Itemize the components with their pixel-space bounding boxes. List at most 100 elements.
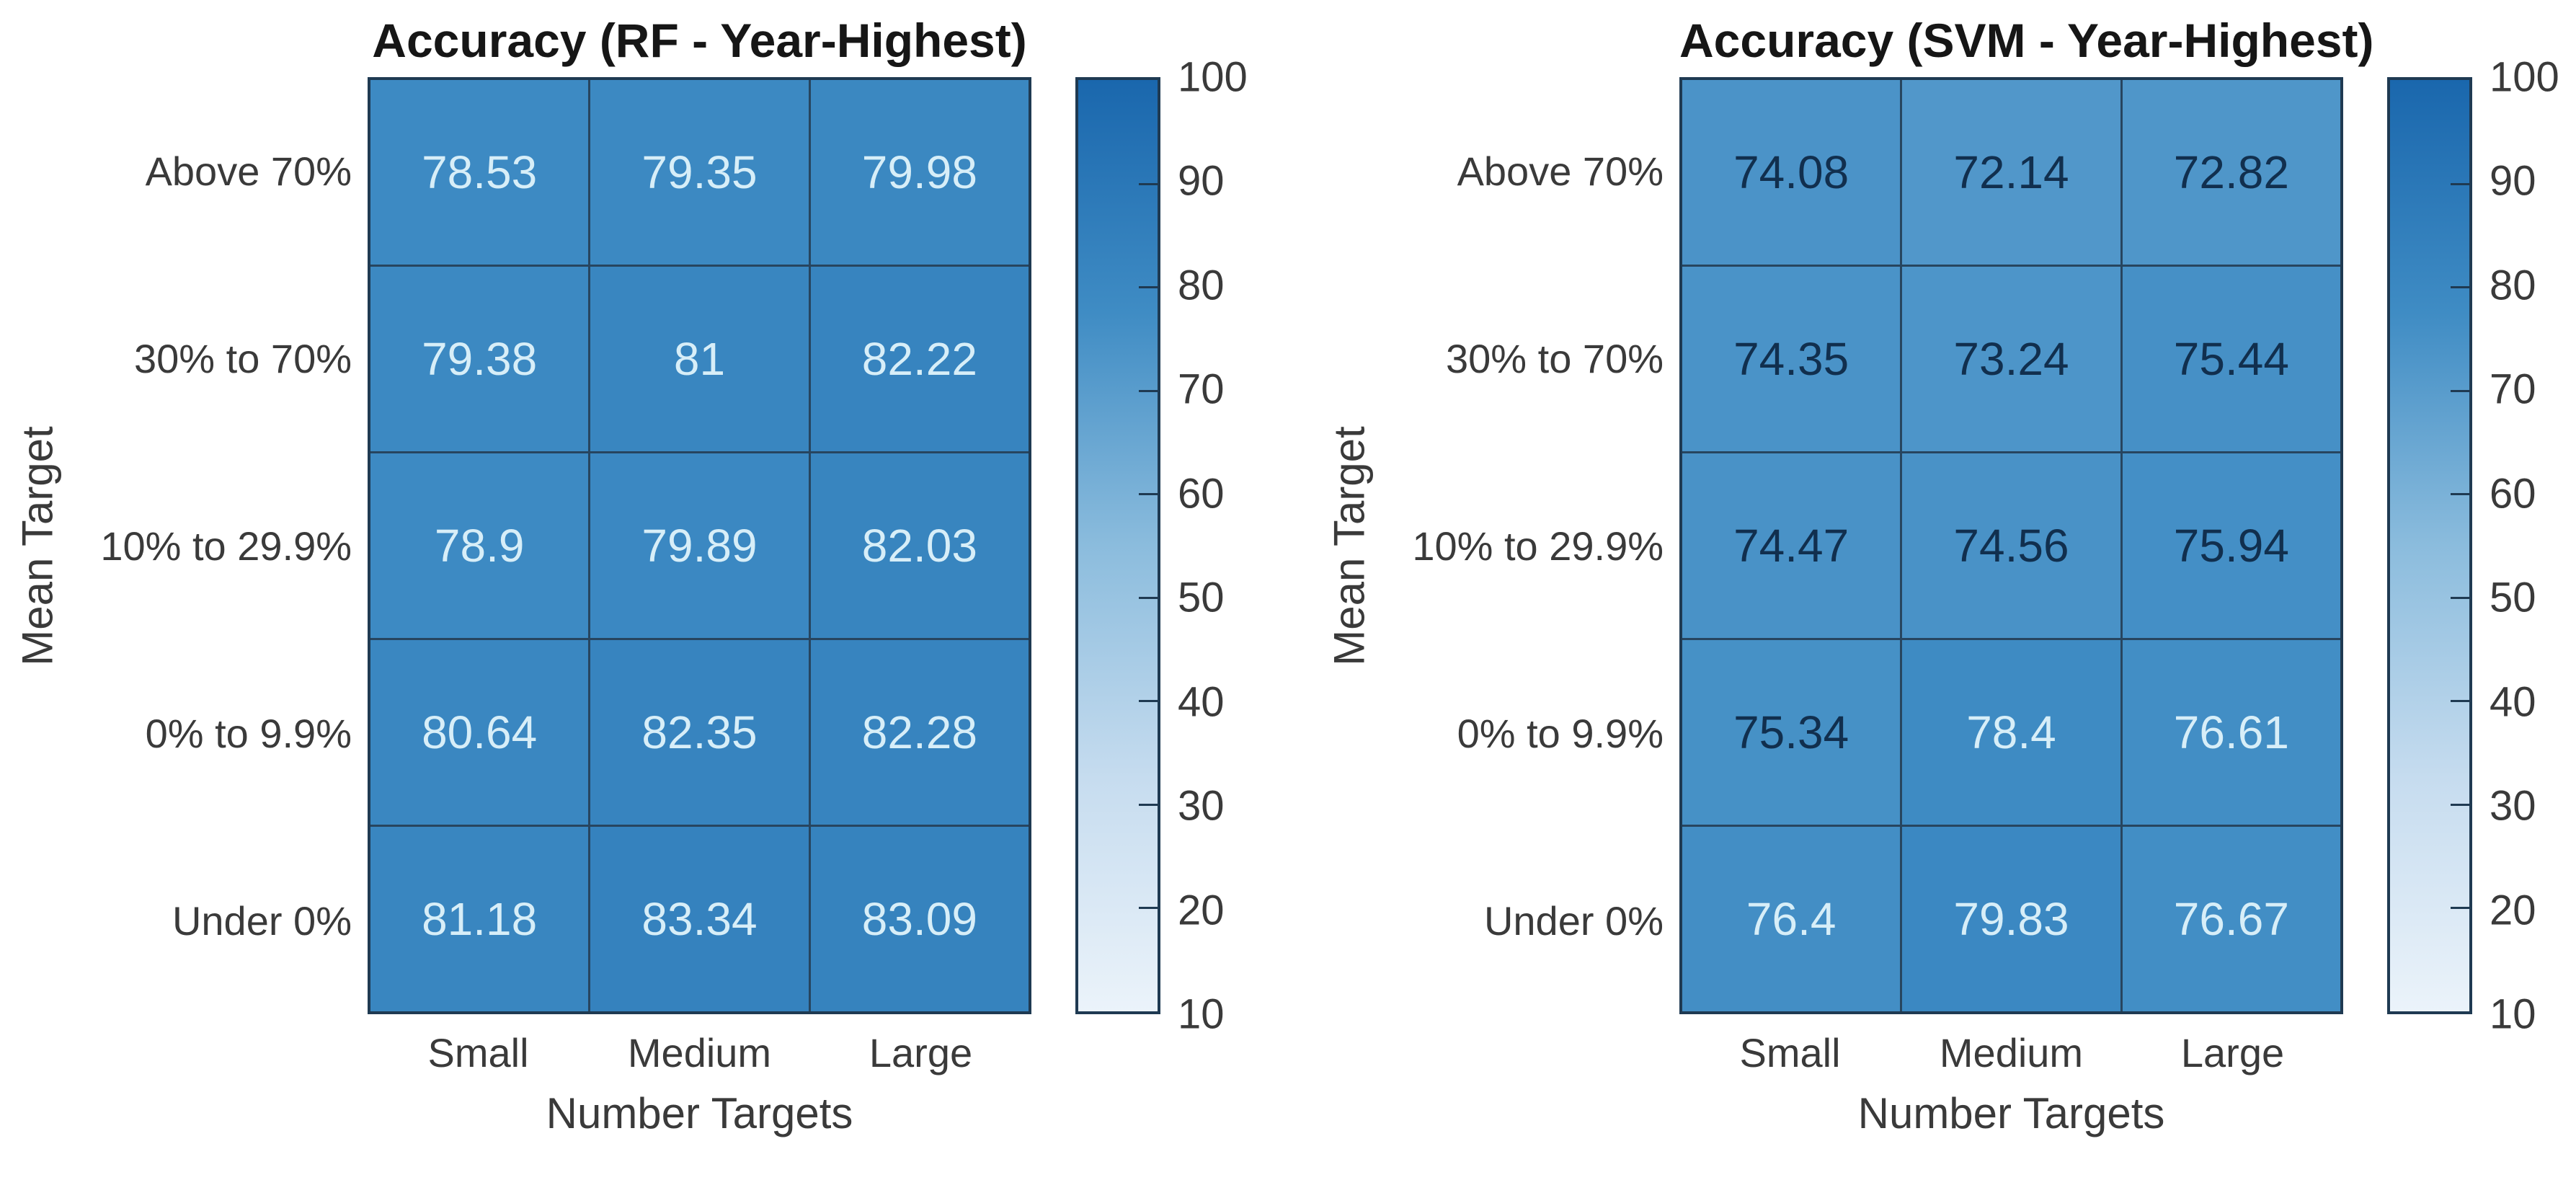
heatmap-cell: 78.53	[370, 80, 589, 265]
colorbar-tick-label: 50	[2490, 574, 2536, 621]
y-tick-label: Under 0%	[172, 897, 352, 944]
heatmap-cell: 83.34	[590, 827, 809, 1011]
heatmap-cell: 82.03	[810, 453, 1029, 638]
heatmap-cell: 80.64	[370, 640, 589, 825]
heatmap-cell: 79.83	[1902, 827, 2120, 1011]
heatmap-cell: 76.4	[1682, 827, 1901, 1011]
heatmap-grid: 74.08 72.14 72.82 74.35 73.24 75.44 74.47 74.56…	[1679, 77, 2343, 1014]
colorbar-tick	[2451, 389, 2469, 392]
y-axis-label: Mean Target	[1325, 425, 1374, 666]
colorbar-tick	[1139, 596, 1158, 599]
x-tick-labels: Small Medium Large	[1679, 1029, 2343, 1076]
colorbar-tick-label: 40	[2490, 678, 2536, 726]
heatmap-cell: 74.47	[1682, 453, 1901, 638]
colorbar-tick-label: 80	[2490, 262, 2536, 309]
colorbar-tick-label: 60	[2490, 470, 2536, 518]
heatmap-panel-svm: Accuracy (SVM - Year-Highest) Mean Targe…	[1312, 0, 2576, 1180]
y-tick-label: 10% to 29.9%	[100, 523, 352, 569]
colorbar-tick-label: 80	[1178, 262, 1225, 309]
colorbar-tick-label: 90	[1178, 157, 1225, 205]
colorbar-tick-label: 30	[1178, 782, 1225, 830]
x-tick-labels: Small Medium Large	[368, 1029, 1031, 1076]
heatmap-cell: 76.67	[2122, 827, 2340, 1011]
x-tick-label: Medium	[627, 1030, 772, 1075]
colorbar	[1075, 77, 1160, 1014]
heatmap-cell: 75.44	[2122, 267, 2340, 451]
colorbar-tick-label: 20	[2490, 887, 2536, 934]
colorbar-tick-labels: 100 90 80 70 60 50 40 30 20 10	[1178, 54, 1271, 1038]
heatmap-cell: 74.56	[1902, 453, 2120, 638]
x-tick-label: Small	[427, 1030, 529, 1075]
colorbar-tick-label: 50	[1178, 574, 1225, 621]
colorbar-tick-label: 20	[1178, 887, 1225, 934]
colorbar-tick-label: 40	[1178, 678, 1225, 726]
colorbar-tick-label: 10	[1178, 990, 1225, 1038]
y-tick-label: 0% to 9.9%	[145, 710, 352, 756]
colorbar-tick-label: 10	[2490, 990, 2536, 1038]
x-tick-label: Large	[2180, 1030, 2285, 1075]
x-tick-label: Medium	[1939, 1030, 2084, 1075]
y-axis-label-wrap: Mean Target	[1316, 77, 1382, 1014]
y-tick-label: 30% to 70%	[1446, 335, 1664, 381]
colorbar-tick	[1139, 700, 1158, 703]
colorbar-tick	[1139, 286, 1158, 289]
y-tick-label: 30% to 70%	[134, 335, 352, 381]
heatmap-cell: 79.89	[590, 453, 809, 638]
y-tick-labels: Above 70% 30% to 70% 10% to 29.9% 0% to 9.9…	[1384, 77, 1664, 1014]
y-tick-label: Above 70%	[1457, 148, 1664, 194]
colorbar-tick-labels: 100 90 80 70 60 50 40 30 20 10	[2490, 54, 2576, 1038]
colorbar-tick	[1139, 389, 1158, 392]
y-axis-label: Mean Target	[13, 425, 62, 666]
colorbar-tick	[2451, 286, 2469, 289]
heatmap-cell: 72.82	[2122, 80, 2340, 265]
heatmap-cell: 73.24	[1902, 267, 2120, 451]
colorbar-tick-label: 60	[1178, 470, 1225, 518]
heatmap-cell: 82.35	[590, 640, 809, 825]
y-tick-labels: Above 70% 30% to 70% 10% to 29.9% 0% to 9.9…	[72, 77, 352, 1014]
x-axis-label: Number Targets	[1857, 1089, 2165, 1137]
heatmap-cell: 78.4	[1902, 640, 2120, 825]
colorbar-tick-label: 90	[2490, 157, 2536, 205]
colorbar-tick-label: 100	[1178, 53, 1248, 101]
heatmap-cell: 79.38	[370, 267, 589, 451]
colorbar-tick-label: 70	[1178, 365, 1225, 413]
colorbar-tick	[2451, 493, 2469, 496]
heatmap-cell: 79.98	[810, 80, 1029, 265]
colorbar-tick-label: 70	[2490, 365, 2536, 413]
chart-title: Accuracy (RF - Year-Highest)	[372, 14, 1027, 67]
colorbar-tick-label: 30	[2490, 782, 2536, 830]
heatmap-cell: 82.28	[810, 640, 1029, 825]
colorbar-tick	[2451, 803, 2469, 806]
colorbar-tick	[2451, 907, 2469, 910]
heatmap-panel-rf: Accuracy (RF - Year-Highest) Mean Target…	[0, 0, 1264, 1180]
heatmap-cell: 75.94	[2122, 453, 2340, 638]
heatmap-grid: 78.53 79.35 79.98 79.38 81 82.22 78.9 79.89 82.0…	[368, 77, 1031, 1014]
heatmap-cell: 79.35	[590, 80, 809, 265]
heatmap-cell: 74.08	[1682, 80, 1901, 265]
colorbar	[2387, 77, 2472, 1014]
heatmap-cell: 74.35	[1682, 267, 1901, 451]
colorbar-tick	[2451, 700, 2469, 703]
heatmap-cell: 81.18	[370, 827, 589, 1011]
heatmap-cell: 81	[590, 267, 809, 451]
heatmap-cell: 82.22	[810, 267, 1029, 451]
y-axis-label-wrap: Mean Target	[4, 77, 71, 1014]
x-tick-label: Large	[869, 1030, 973, 1075]
y-tick-label: Under 0%	[1483, 897, 1664, 944]
colorbar-tick	[1139, 493, 1158, 496]
colorbar-tick	[1139, 907, 1158, 910]
chart-title: Accuracy (SVM - Year-Highest)	[1679, 14, 2374, 67]
y-tick-label: 0% to 9.9%	[1457, 710, 1664, 756]
heatmap-cell: 83.09	[810, 827, 1029, 1011]
colorbar-tick-label: 100	[2490, 53, 2559, 101]
heatmap-cell: 78.9	[370, 453, 589, 638]
heatmap-cell: 75.34	[1682, 640, 1901, 825]
heatmap-cell: 76.61	[2122, 640, 2340, 825]
colorbar-tick	[2451, 596, 2469, 599]
colorbar-tick	[2451, 182, 2469, 185]
colorbar-tick	[1139, 182, 1158, 185]
heatmap-cell: 72.14	[1902, 80, 2120, 265]
y-tick-label: Above 70%	[145, 148, 352, 194]
x-tick-label: Small	[1739, 1030, 1841, 1075]
